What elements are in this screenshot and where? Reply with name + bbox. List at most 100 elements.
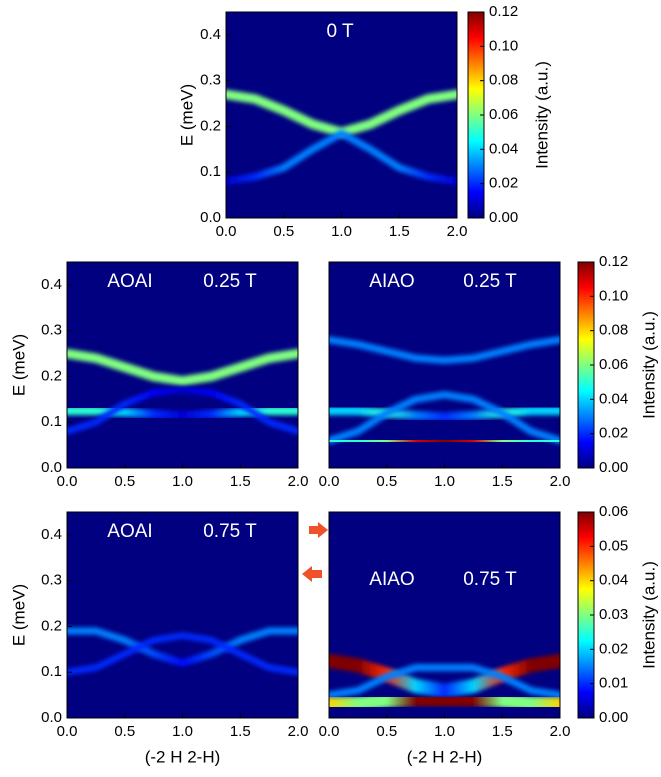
y-tick-label: 0.1 (41, 663, 62, 680)
annotation: AOAI (107, 521, 152, 542)
x-tick-label: 0.0 (57, 473, 78, 490)
x-tick-label: 0.5 (114, 473, 135, 490)
annotation: 0.25 T (463, 271, 517, 292)
colorbar-label: Intensity (a.u.) (532, 61, 551, 169)
y-axis-label: E (meV) (9, 334, 28, 396)
colorbar-tick-label: 0.10 (489, 37, 518, 54)
x-tick-label: 0.5 (114, 723, 135, 740)
colorbar-tick-label: 0.12 (489, 3, 518, 20)
band (67, 406, 298, 420)
band (329, 653, 560, 698)
x-tick-label: 1.5 (230, 473, 251, 490)
colorbar-tick-label: 0.00 (489, 209, 518, 226)
x-tick-label: 1.5 (492, 723, 513, 740)
band (67, 348, 298, 386)
arrow (309, 522, 328, 538)
y-tick-label: 0.4 (41, 526, 62, 543)
x-tick-label: 1.0 (172, 723, 193, 740)
x-axis-label: (-2 H 2-H) (407, 747, 483, 766)
x-tick-label: 2.0 (550, 723, 571, 740)
annotation: AIAO (369, 271, 414, 292)
annotation: AOAI (107, 271, 152, 292)
x-tick-label: 1.5 (230, 723, 251, 740)
x-tick-label: 0.5 (376, 473, 397, 490)
y-tick-label: 0.4 (41, 276, 62, 293)
x-tick-label: 0.5 (376, 723, 397, 740)
colorbar-tick-label: 0.04 (489, 140, 518, 157)
band (67, 627, 298, 667)
annotation: 0 T (326, 21, 354, 42)
band (329, 433, 560, 449)
annotation: 0.25 T (203, 271, 257, 292)
colorbar-tick-label: 0.06 (599, 503, 628, 520)
annotation: AIAO (369, 569, 414, 590)
x-axis-label: (-2 H 2-H) (145, 747, 221, 766)
colorbar-tick-label: 0.08 (599, 322, 628, 339)
bands (67, 348, 298, 438)
x-tick-label: 1.0 (172, 473, 193, 490)
x-tick-label: 0.0 (216, 223, 237, 240)
band (329, 692, 560, 712)
x-tick-label: 2.0 (447, 223, 468, 240)
y-tick-label: 0.2 (41, 367, 62, 384)
x-tick-label: 1.5 (492, 473, 513, 490)
x-tick-label: 2.0 (288, 473, 309, 490)
bands (67, 569, 298, 677)
colorbar-tick-label: 0.00 (599, 709, 628, 726)
y-tick-label: 0.0 (41, 459, 62, 476)
x-tick-label: 2.0 (288, 723, 309, 740)
colorbar-tick-label: 0.08 (489, 72, 518, 89)
colorbar-tick-label: 0.03 (599, 606, 628, 623)
colorbar-tick-label: 0.04 (599, 572, 628, 589)
colorbar-tick-label: 0.05 (599, 537, 628, 554)
x-tick-label: 0.0 (319, 723, 340, 740)
band (67, 632, 298, 676)
band (67, 386, 298, 435)
y-axis-label: E (meV) (9, 584, 28, 646)
plot-background (329, 262, 560, 468)
x-tick-label: 0.5 (273, 223, 294, 240)
y-tick-label: 0.2 (200, 117, 221, 134)
colorbar-tick-label: 0.10 (599, 287, 628, 304)
y-tick-label: 0.3 (41, 322, 62, 339)
colorbar-tick-label: 0.02 (599, 425, 628, 442)
y-tick-label: 0.4 (200, 26, 221, 43)
colorbar-tick-label: 0.06 (489, 106, 518, 123)
colorbar-tick-label: 0.06 (599, 356, 628, 373)
colorbar-tick-label: 0.02 (489, 175, 518, 192)
colorbar-tick-label: 0.00 (599, 459, 628, 476)
colorbar-label: Intensity (a.u.) (639, 561, 658, 669)
x-tick-label: 1.0 (434, 473, 455, 490)
x-tick-label: 1.0 (434, 723, 455, 740)
y-tick-label: 0.1 (200, 163, 221, 180)
band (329, 391, 560, 445)
x-tick-label: 0.0 (319, 473, 340, 490)
x-tick-label: 2.0 (550, 473, 571, 490)
plot-background (67, 512, 298, 718)
colorbar-tick-label: 0.01 (599, 675, 628, 692)
y-axis-label: E (meV) (177, 84, 196, 146)
colorbar-label: Intensity (a.u.) (639, 311, 658, 419)
annotation: 0.75 T (463, 569, 517, 590)
band (329, 664, 560, 699)
colorbar-tick-label: 0.02 (599, 640, 628, 657)
y-tick-label: 0.3 (200, 72, 221, 89)
x-tick-label: 1.5 (389, 223, 410, 240)
x-tick-label: 0.0 (57, 723, 78, 740)
y-tick-label: 0.0 (200, 209, 221, 226)
y-tick-label: 0.0 (41, 709, 62, 726)
y-tick-label: 0.1 (41, 413, 62, 430)
y-tick-label: 0.2 (41, 617, 62, 634)
y-tick-label: 0.3 (41, 572, 62, 589)
band (329, 406, 560, 422)
band (329, 336, 560, 365)
arrow (302, 566, 322, 582)
band (226, 129, 457, 186)
bands (329, 525, 560, 712)
x-tick-label: 1.0 (331, 223, 352, 240)
annotation: 0.75 T (203, 521, 257, 542)
bands (329, 336, 560, 449)
bands (226, 89, 457, 191)
colorbar-tick-label: 0.12 (599, 253, 628, 270)
